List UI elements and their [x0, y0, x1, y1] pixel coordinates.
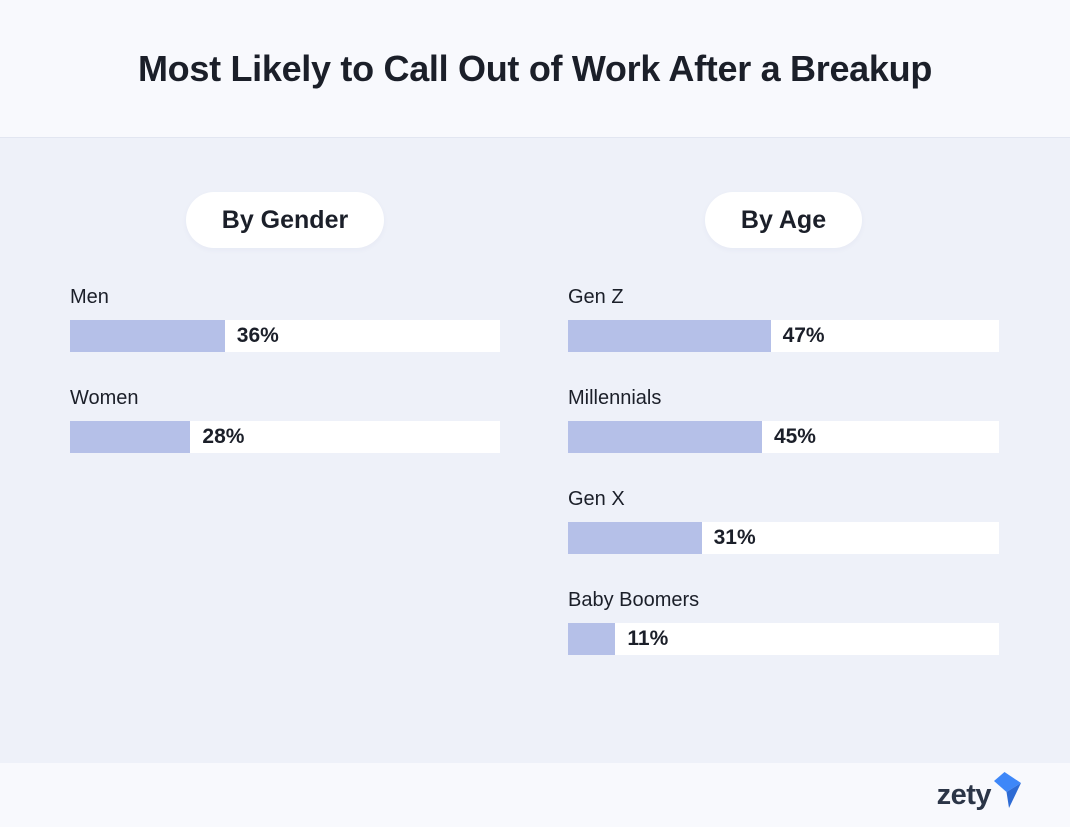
bar-value: 11% — [627, 627, 669, 650]
gender-chart: By Gender Men 36% Women 28% — [70, 192, 500, 763]
bar-row-men: Men 36% — [70, 286, 500, 352]
bar-fill — [568, 623, 616, 655]
age-chart: By Age Gen Z 47% Millennials 45% — [568, 192, 999, 763]
bar-value: 47% — [782, 324, 825, 347]
bar-row-gen-z: Gen Z 47% — [568, 286, 999, 352]
bar-track: 31% — [568, 522, 999, 554]
bar-track: 36% — [70, 320, 500, 352]
bar-row-women: Women 28% — [70, 387, 500, 453]
gender-chart-title-pill: By Gender — [185, 192, 385, 248]
bar-label: Men — [70, 286, 109, 308]
bar-track: 28% — [70, 421, 500, 453]
gender-chart-title: By Gender — [221, 206, 349, 234]
bar-value: 45% — [773, 425, 816, 448]
chart-area: By Gender Men 36% Women 28% — [0, 138, 1070, 763]
bar-fill — [568, 421, 762, 453]
bar-track: 45% — [568, 421, 999, 453]
bar-value: 36% — [236, 324, 279, 347]
bar-row-gen-x: Gen X 31% — [568, 488, 999, 554]
bar-track: 11% — [568, 623, 999, 655]
header: Most Likely to Call Out of Work After a … — [0, 0, 1070, 138]
zety-logo: zety — [936, 771, 1021, 814]
bar-label: Gen Z — [568, 286, 624, 308]
zety-logo-text: zety — [936, 778, 992, 811]
gender-bar-rows: Men 36% Women 28% — [70, 286, 500, 453]
bar-label: Baby Boomers — [568, 589, 700, 611]
age-chart-title: By Age — [740, 206, 827, 234]
age-bar-rows: Gen Z 47% Millennials 45% Gen X — [568, 286, 999, 655]
age-chart-title-pill: By Age — [704, 192, 863, 248]
page-title: Most Likely to Call Out of Work After a … — [137, 47, 933, 89]
bar-fill — [568, 522, 702, 554]
bar-row-baby-boomers: Baby Boomers 11% — [568, 589, 999, 655]
bar-fill — [568, 320, 771, 352]
bar-label: Gen X — [568, 488, 625, 510]
bar-value: 28% — [202, 425, 245, 448]
bar-value: 31% — [713, 526, 756, 549]
zety-logo-icon — [994, 771, 1021, 808]
bar-row-millennials: Millennials 45% — [568, 387, 999, 453]
bar-track: 47% — [568, 320, 999, 352]
bar-label: Millennials — [568, 387, 662, 409]
bar-fill — [70, 320, 225, 352]
bar-label: Women — [70, 387, 139, 409]
footer: zety — [0, 763, 1070, 827]
bar-fill — [70, 421, 191, 453]
